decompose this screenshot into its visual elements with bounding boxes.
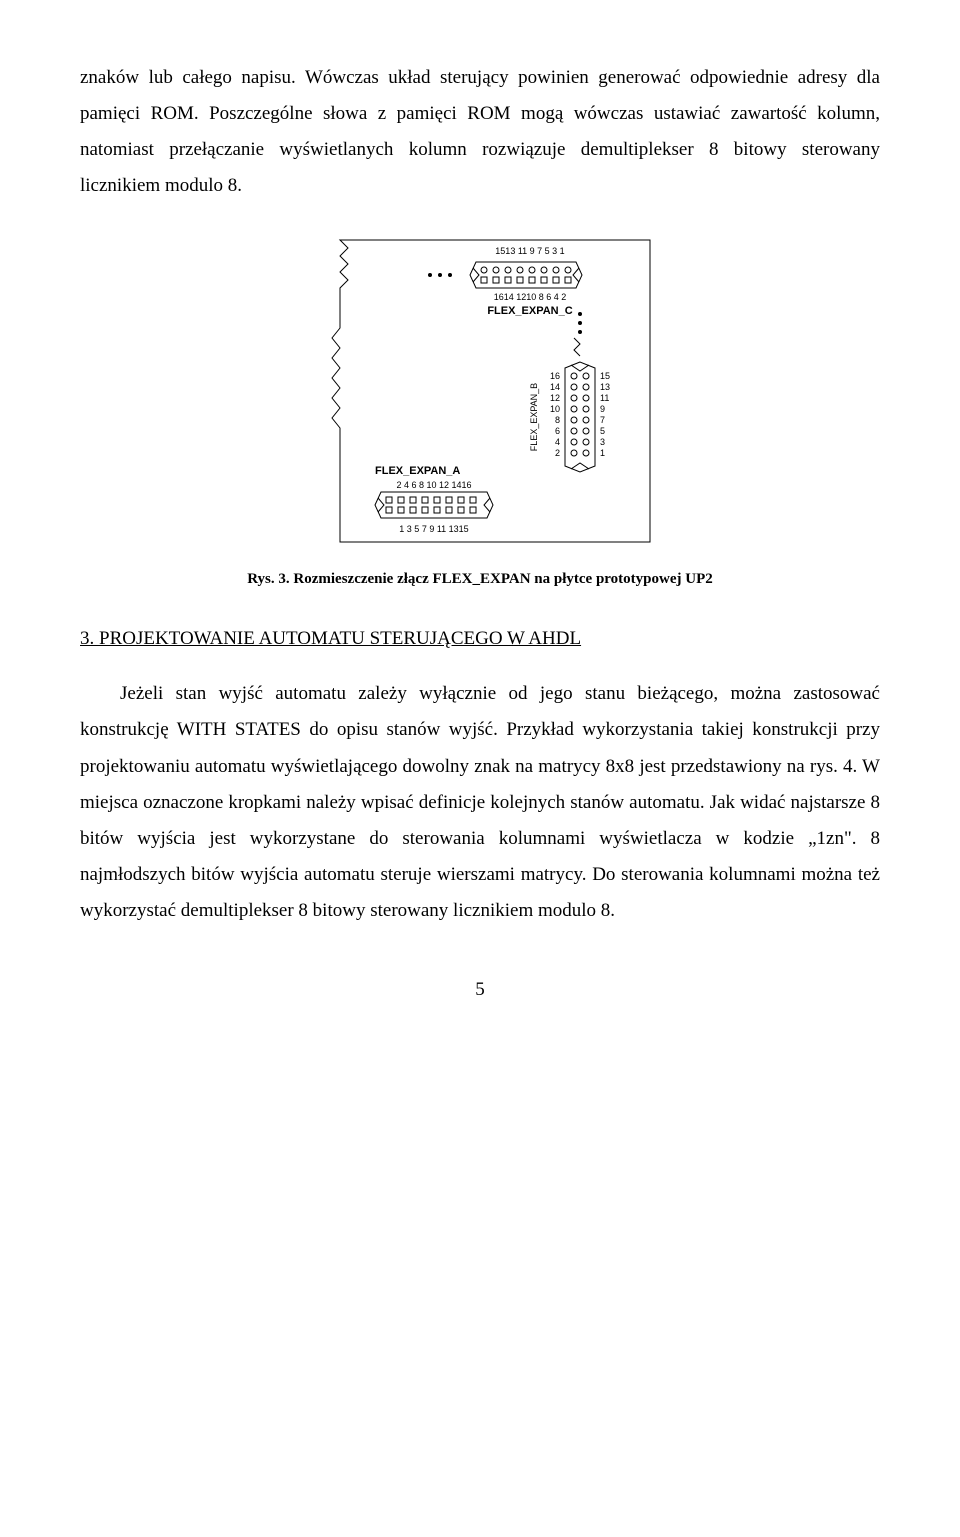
svg-text:1614 1210 8 6 4 2: 1614 1210 8 6 4 2: [494, 292, 567, 302]
svg-text:2: 2: [555, 448, 560, 458]
svg-text:16: 16: [550, 371, 560, 381]
svg-text:13: 13: [600, 382, 610, 392]
svg-text:6: 6: [555, 426, 560, 436]
paragraph-2: Jeżeli stan wyjść automatu zależy wyłącz…: [80, 676, 880, 929]
svg-text:11: 11: [600, 393, 609, 403]
svg-text:15: 15: [600, 371, 610, 381]
svg-text:1513 11 9 7 5 3 1: 1513 11 9 7 5 3 1: [495, 246, 564, 256]
svg-text:1: 1: [600, 448, 605, 458]
svg-text:8: 8: [555, 415, 560, 425]
svg-text:12: 12: [550, 393, 560, 403]
section-heading-3: 3. PROJEKTOWANIE AUTOMATU STERUJĄCEGO W …: [80, 628, 880, 650]
svg-text:5: 5: [600, 426, 605, 436]
svg-text:FLEX_EXPAN_B: FLEX_EXPAN_B: [529, 383, 539, 451]
paragraph-1: znaków lub całego napisu. Wówczas układ …: [80, 60, 880, 204]
figure-3: 1513 11 9 7 5 3 1 1614 1210 8 6 4 2 FLEX_E…: [80, 232, 880, 557]
figure-3-caption: Rys. 3. Rozmieszczenie złącz FLEX_EXPAN …: [80, 571, 880, 588]
svg-text:1 3 5 7 9 11 1315: 1 3 5 7 9 11 1315: [399, 524, 468, 534]
svg-text:14: 14: [550, 382, 560, 392]
svg-text:7: 7: [600, 415, 605, 425]
svg-text:3: 3: [600, 437, 605, 447]
svg-text:10: 10: [550, 404, 560, 414]
svg-text:2 4 6 8 10 12 1416: 2 4 6 8 10 12 1416: [396, 480, 471, 490]
page-number: 5: [80, 979, 880, 1001]
svg-text:FLEX_EXPAN_C: FLEX_EXPAN_C: [487, 305, 572, 317]
svg-text:FLEX_EXPAN_A: FLEX_EXPAN_A: [375, 465, 460, 477]
svg-text:4: 4: [555, 437, 560, 447]
svg-text:9: 9: [600, 404, 605, 414]
